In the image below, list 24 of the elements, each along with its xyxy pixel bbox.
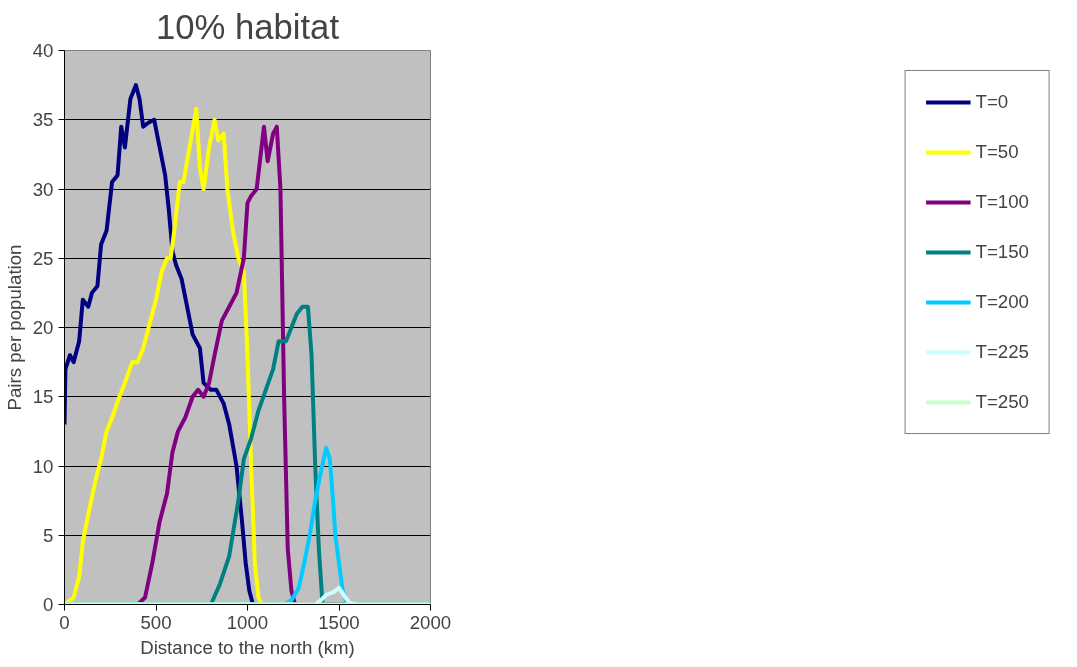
- x-tick-label: 500: [140, 611, 172, 633]
- x-axis-title: Distance to the north (km): [140, 636, 355, 658]
- legend-label: T=225: [975, 341, 1029, 363]
- y-tick-label: 0: [43, 594, 54, 615]
- legend-label: T=0: [975, 91, 1009, 113]
- legend-label: T=150: [975, 241, 1029, 263]
- y-axis-title: Pairs per population: [3, 244, 25, 411]
- y-tick-label: 5: [43, 524, 54, 546]
- y-tick-label: 20: [32, 317, 54, 338]
- y-tick-label: 25: [32, 247, 54, 269]
- x-tick-label: 1000: [226, 611, 269, 633]
- legend-label: T=250: [975, 391, 1029, 413]
- y-tick-label: 30: [32, 178, 54, 200]
- y-tick-label: 15: [32, 386, 54, 408]
- x-tick-label: 2000: [409, 611, 452, 633]
- x-tick-label: 1500: [318, 611, 360, 633]
- x-tick-label: 0: [59, 611, 70, 633]
- chart-title: 10% habitat: [155, 7, 340, 46]
- y-tick-label: 35: [32, 109, 54, 131]
- legend-label: T=200: [975, 291, 1029, 313]
- legend-label: T=100: [975, 191, 1029, 213]
- y-tick-label: 40: [32, 40, 54, 61]
- legend-label: T=50: [975, 141, 1019, 163]
- y-tick-label: 10: [32, 455, 54, 477]
